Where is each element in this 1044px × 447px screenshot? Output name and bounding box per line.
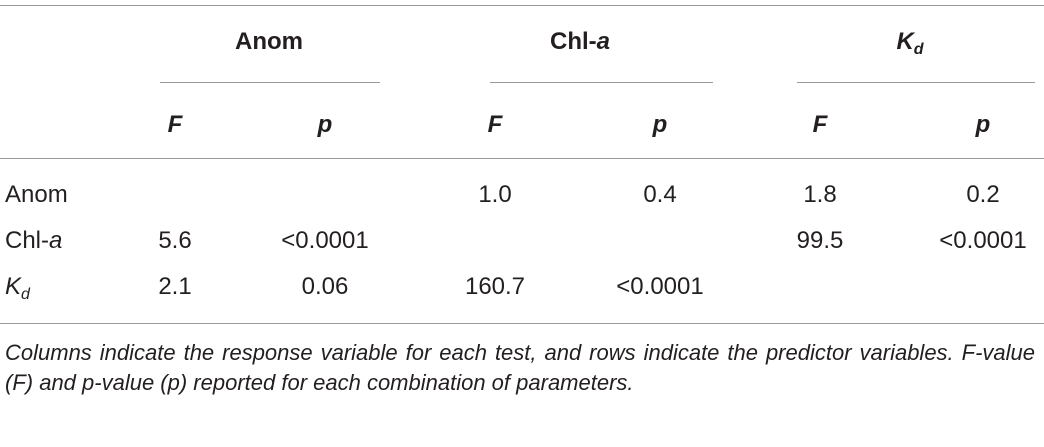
group-header: Kd	[896, 27, 924, 58]
label-part: d	[21, 286, 30, 303]
label-part: Chl-	[549, 28, 597, 55]
label-part: a	[596, 28, 611, 55]
group-rule	[490, 82, 713, 83]
label-part: K	[896, 28, 914, 55]
sub-header: F	[167, 111, 183, 138]
label-part: K	[5, 273, 22, 300]
cell: <0.0001	[281, 227, 369, 254]
cell: 99.5	[796, 227, 844, 254]
row-label: Chl-a	[5, 226, 62, 256]
group-rule	[797, 82, 1035, 83]
cell: <0.0001	[939, 227, 1027, 254]
group-header: Anom	[235, 28, 303, 55]
bottom-rule	[0, 323, 1044, 324]
sub-header: F	[812, 111, 828, 138]
sub-header: p	[317, 111, 333, 138]
table-caption: Columns indicate the response variable f…	[5, 340, 1035, 395]
cell: 0.4	[643, 181, 677, 208]
sub-header: p	[652, 111, 668, 138]
row-label: Kd	[5, 272, 30, 303]
sub-header: F	[487, 111, 503, 138]
cell: 160.7	[464, 273, 526, 300]
group-rule	[160, 82, 380, 83]
group-header: Chl-a	[550, 27, 610, 57]
top-rule	[0, 5, 1044, 6]
cell: 5.6	[158, 227, 192, 254]
header-rule	[0, 158, 1044, 159]
cell: 1.8	[803, 181, 837, 208]
label-part: a	[49, 227, 63, 254]
sub-header: p	[975, 111, 991, 138]
cell: <0.0001	[616, 273, 704, 300]
label-part: d	[913, 41, 924, 58]
cell: 2.1	[158, 273, 192, 300]
label-part: Chl-	[5, 227, 50, 254]
cell: 1.0	[478, 181, 512, 208]
row-label: Anom	[5, 181, 68, 208]
cell: 0.2	[966, 181, 1000, 208]
cell: 0.06	[301, 273, 349, 300]
